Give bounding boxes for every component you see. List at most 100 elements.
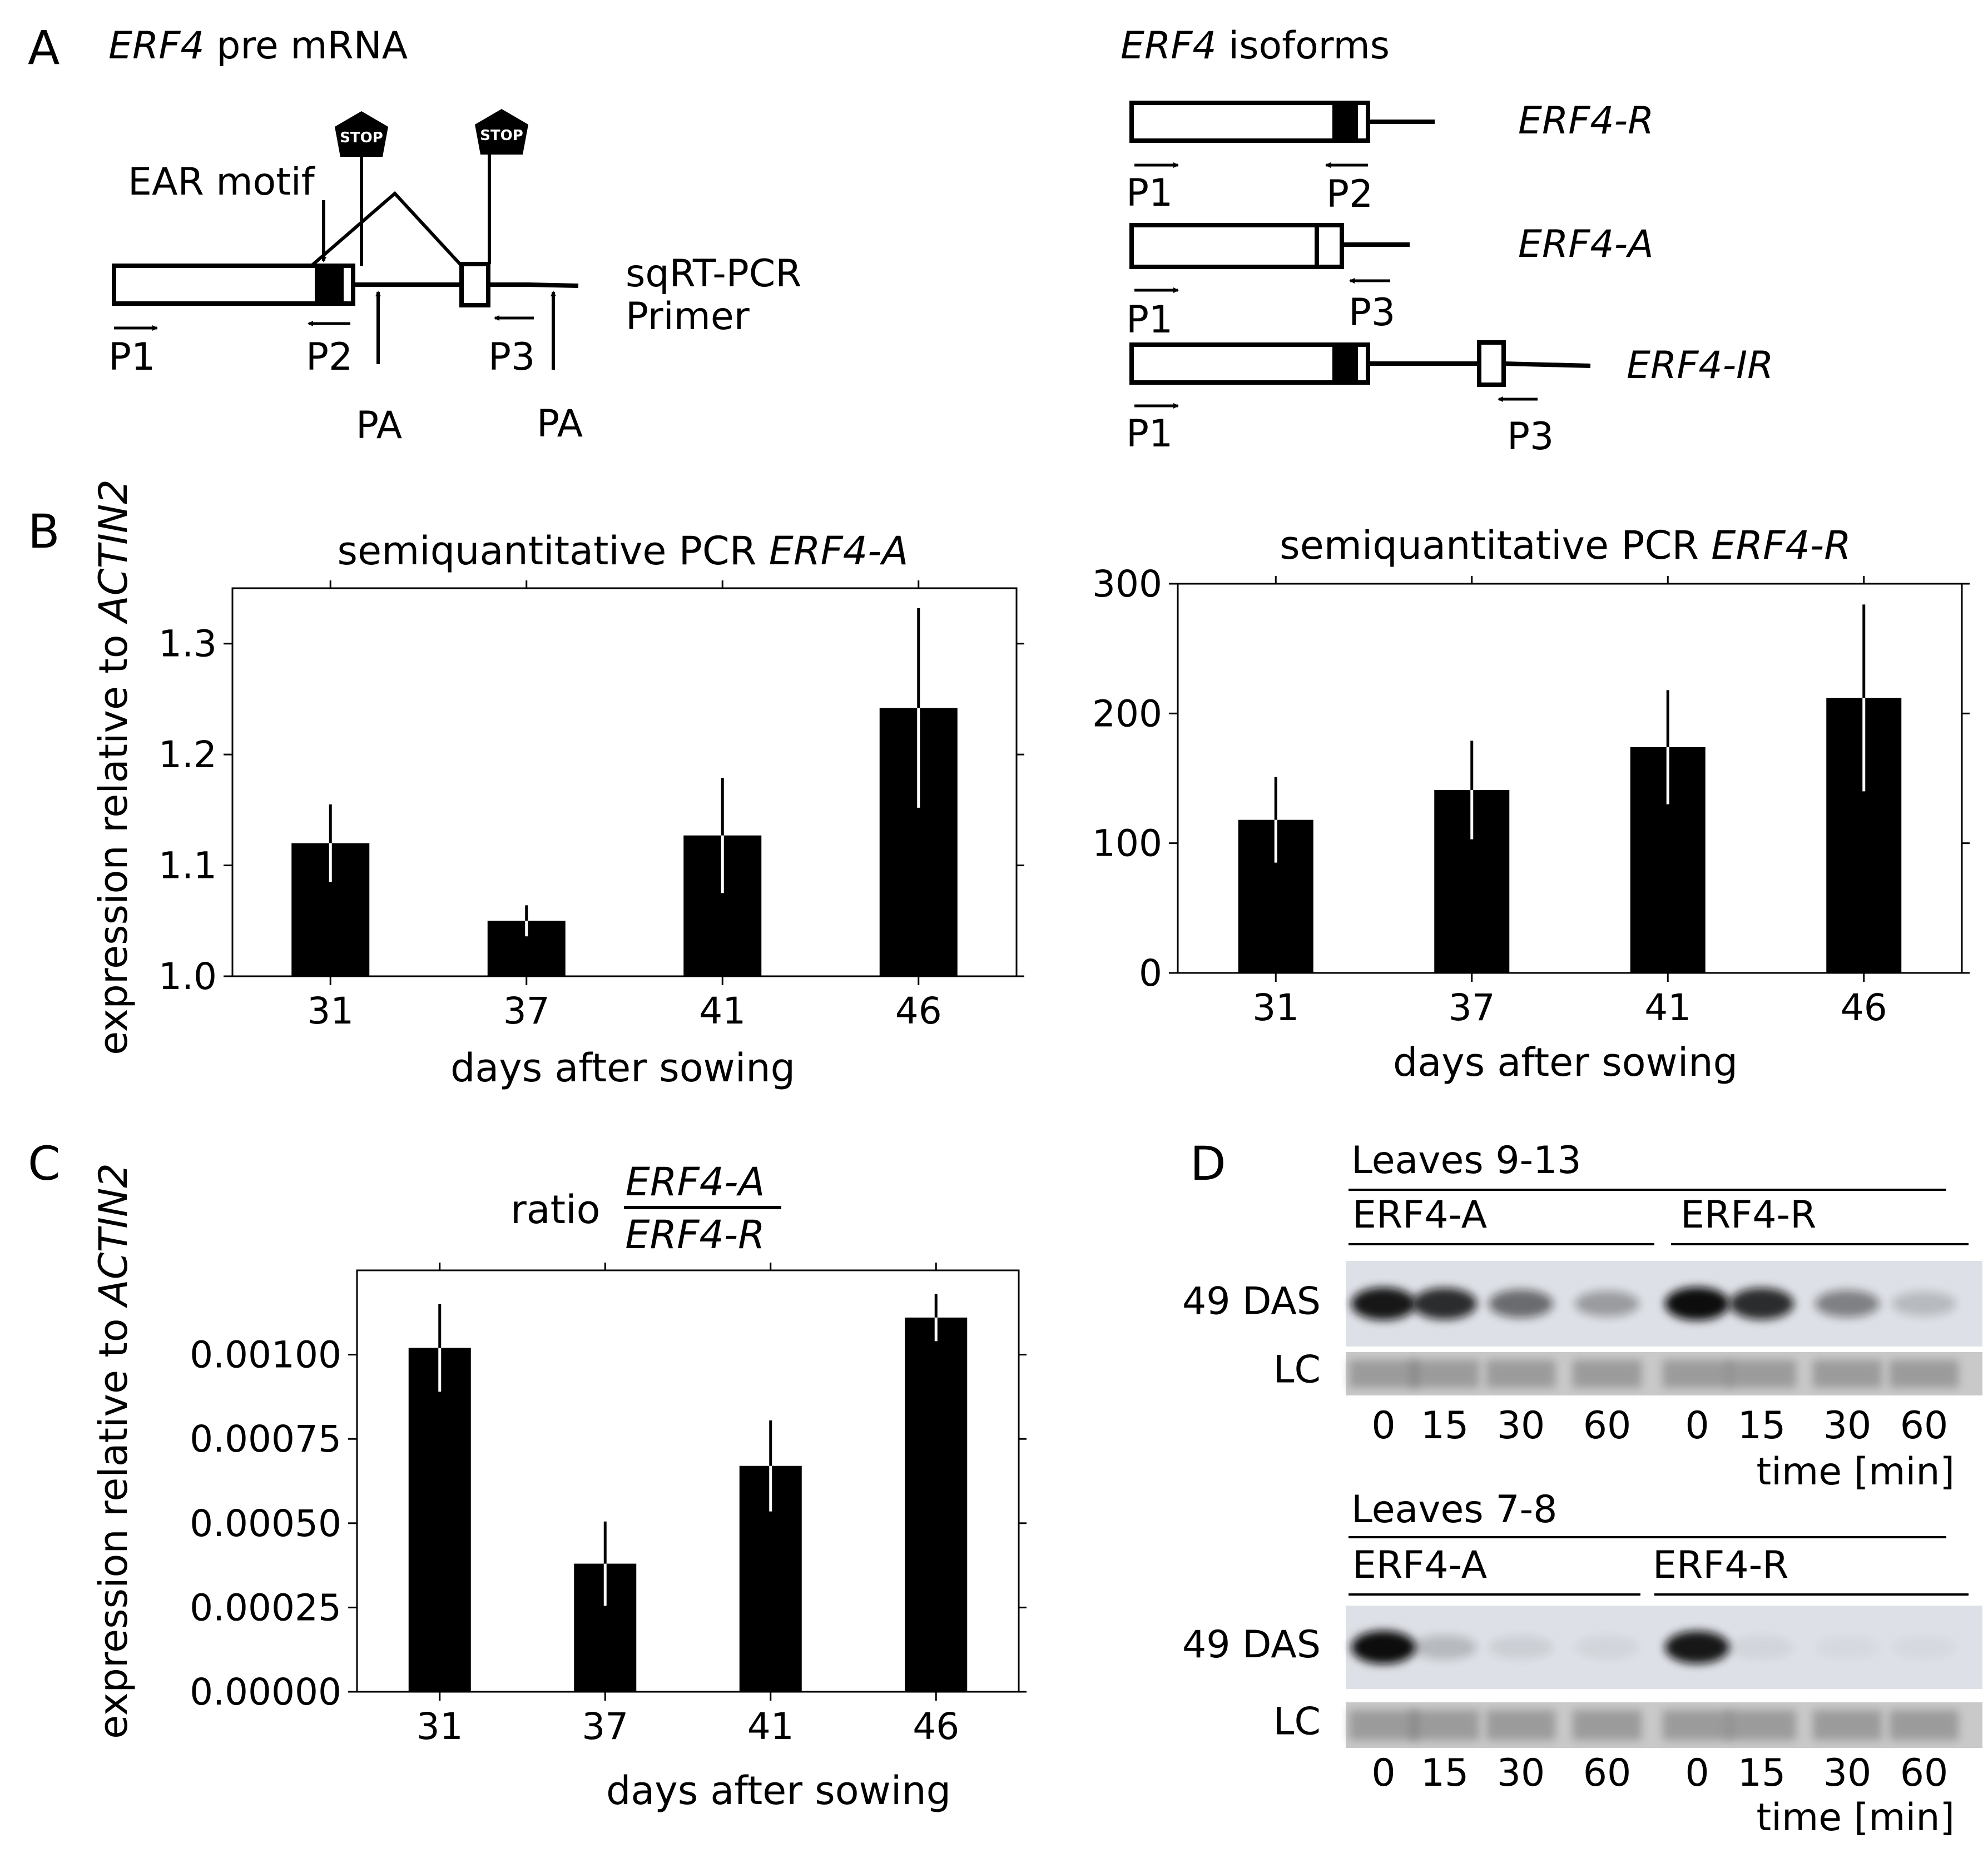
protein-band (1729, 1636, 1794, 1659)
x-tick-label: 37 (503, 990, 550, 1032)
group-erf4-r-label: ERF4-R (1653, 1543, 1788, 1587)
x-tick-label: 41 (747, 1705, 794, 1748)
x-tick-label: 46 (1841, 986, 1887, 1029)
time-point-label: 60 (1583, 1751, 1632, 1795)
y-tick-label: 1.1 (158, 844, 217, 887)
primer-p1-label: P1 (1126, 412, 1173, 456)
time-point-label: 30 (1823, 1404, 1872, 1448)
chart-erf4-a: semiquantitative PCR ERF4-A expression r… (91, 479, 1024, 1091)
y-tick-label: 300 (1092, 563, 1162, 605)
protein-band (1351, 1631, 1416, 1664)
time-point-label: 15 (1738, 1404, 1786, 1448)
primer-legend-line1: sqRT-PCR (626, 252, 801, 296)
plot-frame (356, 1269, 1020, 1693)
y-tick-label: 100 (1092, 822, 1162, 865)
isoforms-title: ERF4 isoforms (1121, 24, 1390, 68)
time-point-label: 60 (1900, 1751, 1949, 1795)
primer-p2-label: P2 (1326, 172, 1373, 216)
y-axis-label: expression relative to ACTIN2 (91, 479, 136, 1055)
panel-label-c: C (28, 1136, 61, 1191)
loading-control-band (1813, 1710, 1882, 1740)
stop-icon: STOP (335, 111, 388, 157)
primer-p1-label: P1 (1126, 171, 1173, 215)
time-axis-label: time [min] (1756, 1796, 1955, 1840)
tissue-label: Leaves 9-13 (1351, 1139, 1582, 1183)
ratio-denominator: ERF4-R (625, 1212, 765, 1258)
protein-band (1729, 1288, 1794, 1320)
x-tick-label: 46 (913, 1705, 959, 1748)
primer-p1-label: P1 (108, 335, 155, 379)
time-point-label: 30 (1497, 1751, 1545, 1795)
loading-control-band (1813, 1360, 1882, 1388)
bar (408, 1348, 471, 1692)
x-tick-label: 31 (1252, 986, 1299, 1029)
lc-label: LC (1273, 1700, 1321, 1743)
y-tick-label: 0.00075 (190, 1418, 341, 1460)
plot-frame (1177, 583, 1963, 974)
protein-band (1412, 1635, 1477, 1660)
chart-title: semiquantitative PCR ERF4-A (338, 528, 909, 574)
group-erf4-r-label: ERF4-R (1680, 1193, 1816, 1237)
protein-band (1815, 1636, 1880, 1659)
group-erf4-a-label: ERF4-A (1352, 1543, 1487, 1587)
loading-control-band (1410, 1710, 1479, 1740)
x-axis-label: days after sowing (606, 1768, 951, 1814)
y-tick-label: 200 (1092, 692, 1162, 735)
primer-p3-label: P3 (1349, 291, 1395, 335)
stop-icon: STOP (475, 109, 528, 155)
x-tick-label: 37 (582, 1705, 628, 1748)
primer-p1-label: P1 (1126, 298, 1173, 342)
group-erf4-a-label: ERF4-A (1352, 1193, 1487, 1237)
protein-band (1489, 1636, 1553, 1659)
svg-text:STOP: STOP (480, 127, 523, 144)
ratio-numerator: ERF4-A (626, 1159, 765, 1205)
loading-control-band (1890, 1360, 1959, 1388)
chart-title: ratio (510, 1187, 600, 1233)
protein-band (1892, 1291, 1956, 1316)
protein-band (1665, 1631, 1729, 1664)
loading-control-band (1727, 1360, 1796, 1388)
y-tick-label: 0.00100 (190, 1334, 341, 1377)
x-tick-label: 46 (895, 990, 942, 1032)
time-axis-label: time [min] (1756, 1450, 1955, 1494)
y-tick-label: 0 (1139, 952, 1162, 995)
y-tick-label: 0.00050 (190, 1502, 341, 1545)
loading-control-band (1486, 1710, 1555, 1740)
primer-legend-line2: Primer (626, 295, 750, 339)
primer-p3-label: P3 (488, 335, 535, 379)
ear-motif-label: EAR motif (128, 160, 316, 204)
chart-erf4-r: semiquantitative PCR ERF4-R days after s… (1092, 523, 1970, 1085)
y-tick-label: 0.00025 (190, 1586, 341, 1629)
x-tick-label: 31 (307, 990, 354, 1032)
protein-band (1815, 1290, 1880, 1318)
y-tick-label: 1.3 (158, 623, 217, 665)
bar (905, 1317, 968, 1692)
loading-control-band (1410, 1360, 1479, 1388)
primer-p3-label: P3 (1507, 415, 1554, 459)
y-tick-label: 1.0 (158, 955, 217, 998)
blot-row-label: 49 DAS (1182, 1279, 1321, 1323)
loading-control-band (1349, 1360, 1418, 1388)
plot-frame (231, 587, 1018, 977)
svg-text:STOP: STOP (340, 130, 383, 146)
time-point-label: 30 (1497, 1404, 1545, 1448)
pa-label: PA (537, 402, 583, 446)
lc-label: LC (1273, 1348, 1321, 1392)
protein-band (1412, 1288, 1477, 1320)
panel-label-d: D (1190, 1136, 1226, 1191)
time-point-label: 0 (1371, 1404, 1395, 1448)
time-point-label: 0 (1685, 1751, 1709, 1795)
x-tick-label: 31 (417, 1705, 463, 1748)
protein-band (1575, 1290, 1639, 1317)
x-tick-label: 41 (699, 990, 746, 1032)
y-axis-label: expression relative to ACTIN2 (91, 1163, 136, 1739)
x-tick-label: 37 (1449, 986, 1495, 1029)
pre-mrna-title: ERF4 pre mRNA (108, 24, 408, 68)
time-point-label: 60 (1583, 1404, 1632, 1448)
time-point-label: 60 (1900, 1404, 1949, 1448)
blot-row-label: 49 DAS (1182, 1623, 1321, 1667)
panel-label-a: A (28, 21, 60, 75)
isoform-diagrams (1129, 101, 1591, 409)
y-tick-label: 0.00000 (190, 1671, 341, 1713)
